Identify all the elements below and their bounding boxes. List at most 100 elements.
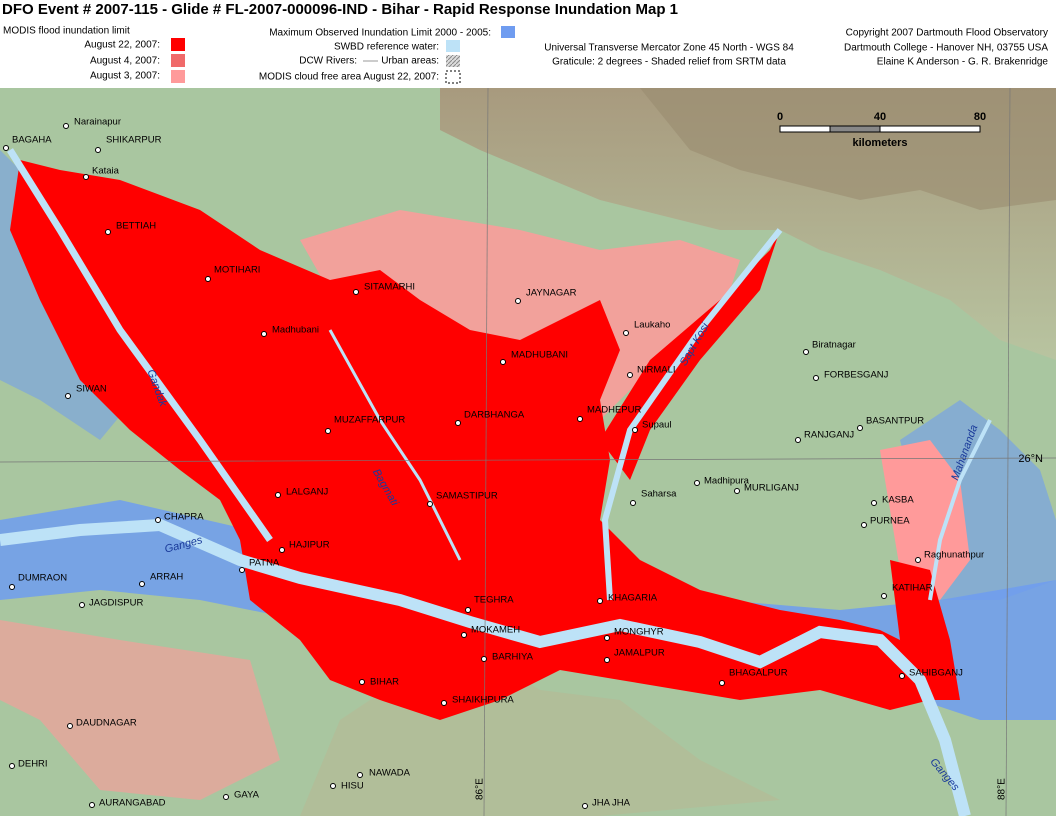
place-dot [205,276,211,282]
place-dot [83,174,89,180]
legend-item: August 4, 2007: [90,56,160,67]
place-label: HISU [341,781,364,792]
place-dot [915,557,921,563]
place-dot [627,372,633,378]
river-kosi [601,228,783,601]
graticule-line [0,457,1056,463]
graticule-label: 86°E [475,778,486,800]
graticule-label: 26°N [1018,453,1043,465]
place-label: SIWAN [76,384,107,395]
place-dot [803,349,809,355]
place-dot [63,123,69,129]
swatch [445,70,461,84]
ref-item: DCW Rivers: [299,56,357,67]
place-dot [9,763,15,769]
scale-label: 0 [777,111,783,123]
place-dot [279,547,285,553]
flood-aug22 [250,500,460,570]
place-dot [139,581,145,587]
place-label: Laukaho [634,320,670,331]
map-body: 26°N 86°E 88°E 0 40 80 kilometers [0,87,1056,816]
flood-aug3 [880,440,970,600]
place-dot [357,772,363,778]
place-label: SHAIKHPURA [452,695,514,706]
ref-item: MODIS cloud free area August 22, 2007: [259,72,439,83]
relief [640,88,1056,210]
place-dot [353,289,359,295]
swatch [171,54,185,67]
flood-aug22 [10,160,930,720]
place-label: JHA JHA [592,798,631,809]
place-label: BAGAHA [12,135,52,146]
river-ganges [0,518,971,816]
place-dot [577,416,583,422]
place-dot [871,500,877,506]
place-label: SAMASTIPUR [436,491,498,502]
ref-item: SWBD reference water: [334,42,439,53]
scale-bar [779,125,831,133]
place-label: BHAGALPUR [729,668,788,679]
projection: Graticule: 2 degrees - Shaded relief fro… [552,57,786,68]
credit: Elaine K Anderson - G. R. Brakenridge [877,57,1049,68]
place-label: Raghunathpur [924,550,984,561]
place-label: HAJIPUR [289,540,330,551]
place-label: BETTIAH [116,221,156,232]
place-dot [604,635,610,641]
place-label: GAYA [234,790,260,801]
place-label: JAMALPUR [614,648,665,659]
place-dot [857,425,863,431]
place-dot [9,584,15,590]
place-dot [795,437,801,443]
place-label: SAHIBGANJ [909,668,963,679]
flood-aug3 [300,210,740,420]
place-label: RANJGANJ [804,430,854,441]
place-dot [89,802,95,808]
scale-unit: kilometers [852,137,907,149]
title: DFO Event # 2007-115 - Glide # FL-2007-0… [2,1,678,18]
scale-label: 40 [874,111,886,123]
graticule-label: 88°E [997,778,1008,800]
scale-bar [829,125,881,133]
place-label: Madhubani [272,325,319,336]
place-dot [95,147,101,153]
swatch [171,38,185,51]
place-label: Supaul [642,420,672,431]
place-label: MOKAMEH [471,625,520,636]
river-bagmati [328,329,462,561]
place-dot [67,723,73,729]
place-label: Narainapur [74,117,121,128]
graticule-line [1005,87,1011,816]
place-dot [861,522,867,528]
ref-item: Urban areas: [381,56,439,67]
place-label: DEHRI [18,759,48,770]
place-dot [359,679,365,685]
scale-label: 80 [974,111,986,123]
place-dot [597,598,603,604]
place-label: MURLIGANJ [744,483,799,494]
place-dot [881,593,887,599]
place-dot [275,492,281,498]
swatch [501,26,515,38]
place-label: LALGANJ [286,487,328,498]
place-label: KASBA [882,495,914,506]
graticule-line [483,87,489,816]
projection: Universal Transverse Mercator Zone 45 No… [544,43,794,54]
place-label: PURNEA [870,516,910,527]
place-dot [481,656,487,662]
river-gandak [7,148,273,543]
place-dot [719,680,725,686]
place-label: Saharsa [641,489,677,500]
place-dot [630,500,636,506]
place-dot [623,330,629,336]
swatch [446,40,460,52]
flood-aug3 [0,620,280,800]
place-label: MONGHYR [614,627,664,638]
place-label: KATIHAR [892,583,933,594]
flood-aug22 [600,230,780,480]
place-label: MADHUBANI [511,350,568,361]
place-dot [427,501,433,507]
place-dot [500,359,506,365]
place-dot [3,145,9,151]
place-dot [330,783,336,789]
